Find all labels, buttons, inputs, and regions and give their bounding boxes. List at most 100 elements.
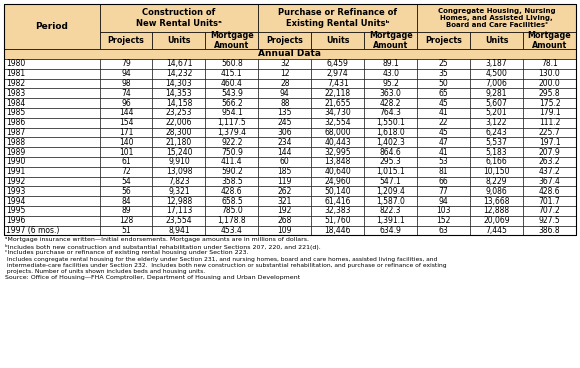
Text: 14,671: 14,671 [166, 59, 192, 68]
Bar [258, 177, 311, 187]
Bar [417, 79, 470, 88]
Bar [470, 157, 523, 167]
Text: 1997 (6 mos.): 1997 (6 mos.) [6, 226, 59, 235]
Bar [258, 32, 311, 49]
Text: 8,941: 8,941 [168, 226, 190, 235]
Text: 428.6: 428.6 [221, 187, 242, 196]
Bar [364, 59, 417, 69]
Bar [364, 157, 417, 167]
Text: 245: 245 [278, 118, 292, 127]
Text: 140: 140 [119, 138, 133, 147]
Text: 111.2: 111.2 [539, 118, 560, 127]
Bar [100, 32, 153, 49]
Text: 94: 94 [280, 89, 290, 98]
Text: 3,187: 3,187 [486, 59, 508, 68]
Text: Congregate Housing, Nursing
Homes, and Assisted Living,
Board and Care Facilitie: Congregate Housing, Nursing Homes, and A… [438, 8, 556, 28]
Text: 154: 154 [119, 118, 133, 127]
Bar [4, 216, 100, 226]
Text: 51,760: 51,760 [324, 216, 351, 225]
Text: 411.4: 411.4 [221, 158, 242, 166]
Bar [4, 196, 100, 206]
Text: 1983: 1983 [6, 89, 26, 98]
Text: 21,655: 21,655 [325, 99, 351, 107]
Bar [153, 88, 205, 98]
Text: Units: Units [326, 36, 350, 45]
Bar [205, 128, 258, 137]
Text: 701.7: 701.7 [539, 197, 560, 206]
Bar [258, 137, 311, 147]
Text: 14,158: 14,158 [166, 99, 192, 107]
Text: 22: 22 [439, 118, 448, 127]
Text: 9,086: 9,086 [485, 187, 508, 196]
Text: 32,995: 32,995 [324, 148, 351, 157]
Bar [205, 196, 258, 206]
Text: 43.0: 43.0 [382, 69, 399, 78]
Text: Projects: Projects [107, 36, 144, 45]
Text: 13,848: 13,848 [325, 158, 351, 166]
Bar [470, 206, 523, 216]
Bar [470, 196, 523, 206]
Bar [100, 79, 153, 88]
Bar [523, 108, 576, 118]
Bar [523, 88, 576, 98]
Text: 50: 50 [439, 79, 448, 88]
Text: 23,253: 23,253 [166, 109, 192, 117]
Text: 3,122: 3,122 [486, 118, 508, 127]
Bar [311, 196, 364, 206]
Text: 707.2: 707.2 [539, 206, 560, 215]
Text: 864.6: 864.6 [380, 148, 401, 157]
Bar [470, 167, 523, 177]
Text: 1,587.0: 1,587.0 [376, 197, 405, 206]
Bar [417, 69, 470, 79]
Text: 40,443: 40,443 [324, 138, 351, 147]
Bar [523, 187, 576, 196]
Text: 5,607: 5,607 [485, 99, 508, 107]
Bar [364, 69, 417, 79]
Text: 262: 262 [278, 187, 292, 196]
Bar [205, 32, 258, 49]
Text: 130.0: 130.0 [539, 69, 560, 78]
Bar [523, 147, 576, 157]
Bar [4, 98, 100, 108]
Text: 119: 119 [278, 177, 292, 186]
Bar [205, 69, 258, 79]
Bar [470, 69, 523, 79]
Bar [417, 216, 470, 226]
Bar [205, 206, 258, 216]
Bar [153, 69, 205, 79]
Bar [258, 167, 311, 177]
Text: 207.9: 207.9 [539, 148, 560, 157]
Text: 144: 144 [119, 109, 133, 117]
Text: 1,391.1: 1,391.1 [376, 216, 405, 225]
Text: 21,180: 21,180 [166, 138, 192, 147]
Bar [417, 88, 470, 98]
Text: 590.2: 590.2 [221, 167, 243, 176]
Text: 1,402.3: 1,402.3 [376, 138, 405, 147]
Text: 750.9: 750.9 [221, 148, 243, 157]
Bar [470, 108, 523, 118]
Text: 9,910: 9,910 [168, 158, 190, 166]
Text: 22,118: 22,118 [325, 89, 351, 98]
Bar [100, 69, 153, 79]
Bar [470, 88, 523, 98]
Bar [100, 88, 153, 98]
Text: 66: 66 [439, 177, 448, 186]
Bar [417, 32, 470, 49]
Bar [205, 157, 258, 167]
Text: 15,240: 15,240 [166, 148, 192, 157]
Bar [364, 118, 417, 128]
Text: 128: 128 [119, 216, 133, 225]
Bar [100, 147, 153, 157]
Text: 1,015.1: 1,015.1 [376, 167, 405, 176]
Text: 200.0: 200.0 [539, 79, 560, 88]
Text: 40,640: 40,640 [324, 167, 351, 176]
Text: 1981: 1981 [6, 69, 25, 78]
Text: 13,098: 13,098 [166, 167, 192, 176]
Bar [364, 206, 417, 216]
Bar [523, 98, 576, 108]
Bar [417, 147, 470, 157]
Text: 72: 72 [121, 167, 131, 176]
Text: 94: 94 [121, 69, 131, 78]
Bar [417, 167, 470, 177]
Text: 543.9: 543.9 [221, 89, 243, 98]
